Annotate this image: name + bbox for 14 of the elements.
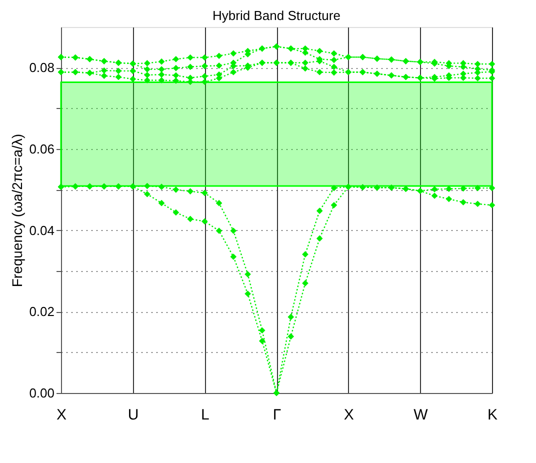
x-tick-label: X (344, 406, 354, 424)
y-tick-label: 0.02 (29, 304, 54, 320)
x-tick-label: L (200, 406, 210, 424)
chart-title: Hybrid Band Structure (212, 8, 340, 23)
y-tick-label: 0.00 (29, 386, 54, 400)
x-tick-label: W (414, 406, 429, 424)
y-axis-title: Frequency (ωa/2πc=a/λ) (9, 134, 26, 288)
x-tick-label: Γ (272, 406, 282, 424)
y-tick-label: 0.06 (29, 142, 54, 156)
y-tick-label: 0.04 (29, 222, 54, 238)
x-tick-label: X (56, 406, 67, 424)
x-tick-label: U (128, 406, 139, 424)
y-tick-label: 0.08 (29, 60, 54, 76)
x-tick-label: K (487, 406, 498, 424)
